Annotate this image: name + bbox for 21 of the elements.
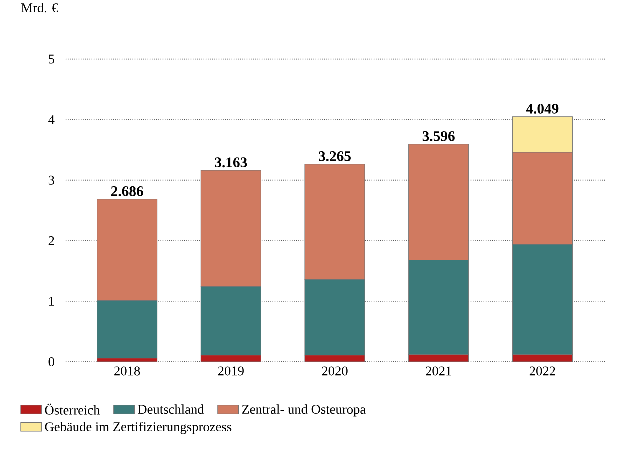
legend-label: Österreich bbox=[45, 404, 100, 415]
y-tick-label: 0 bbox=[48, 357, 54, 366]
x-tick-label: 2021 bbox=[426, 366, 452, 376]
total-label: 3.265 bbox=[319, 152, 351, 162]
y-tick-label: 2 bbox=[48, 236, 54, 246]
y-axis-title: Mrd. € bbox=[21, 3, 58, 13]
legend-label: Gebäude im Zertifizierungsprozess bbox=[45, 422, 232, 434]
y-tick-label: 3 bbox=[48, 176, 54, 185]
y-tick-label: 1 bbox=[49, 297, 54, 306]
total-label: 4.049 bbox=[526, 104, 559, 114]
legend-label: Deutschland bbox=[138, 404, 204, 414]
total-label: 3.596 bbox=[422, 131, 455, 142]
x-tick-label: 2018 bbox=[114, 366, 140, 376]
x-tick-label: 2022 bbox=[530, 366, 556, 376]
y-tick-label: 4 bbox=[48, 115, 55, 124]
total-label: 3.163 bbox=[215, 158, 248, 168]
x-tick-label: 2020 bbox=[322, 366, 348, 376]
y-tick-label: 5 bbox=[49, 54, 54, 64]
legend-label: Zentral- und Osteuropa bbox=[242, 404, 366, 417]
total-label: 2.686 bbox=[111, 186, 144, 196]
x-tick-label: 2019 bbox=[218, 366, 244, 376]
